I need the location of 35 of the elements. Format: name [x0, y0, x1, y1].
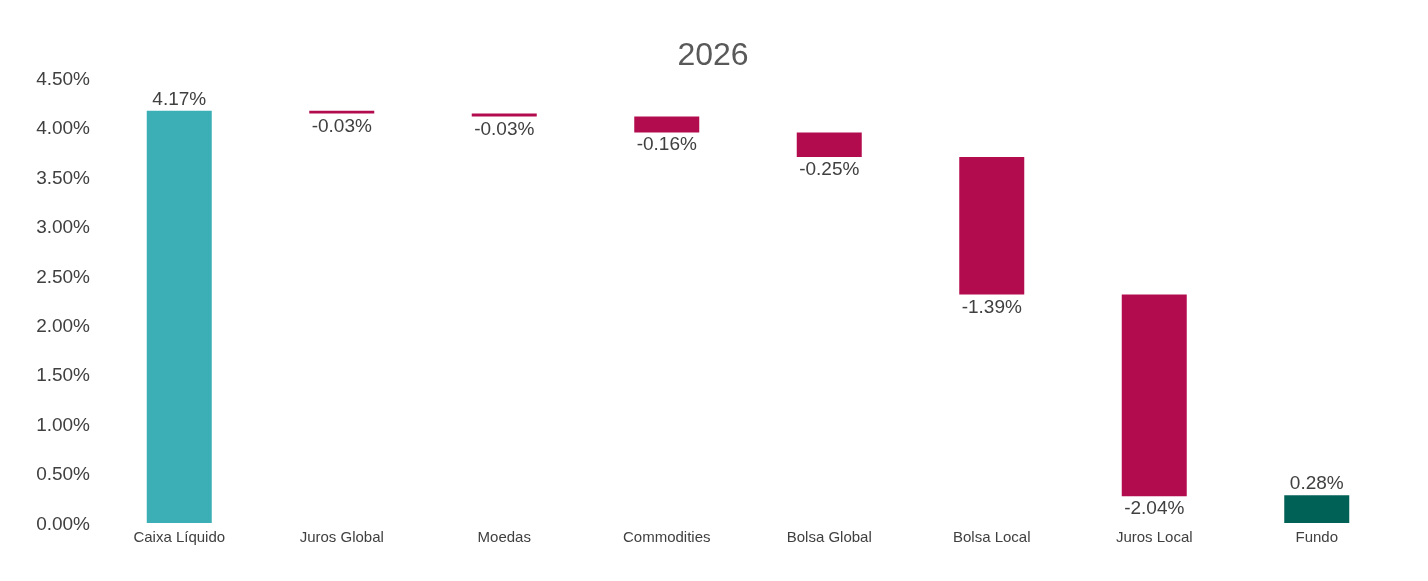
bar	[634, 116, 700, 133]
x-tick-label: Moedas	[477, 527, 531, 545]
data-label: -0.25%	[799, 158, 860, 180]
x-tick-label: Commodities	[622, 527, 711, 545]
y-tick-label: 2.50%	[36, 265, 91, 287]
x-tick-label: Bolsa Local	[952, 527, 1031, 545]
data-label: -0.03%	[474, 117, 535, 139]
bar	[309, 110, 375, 114]
bar	[1121, 294, 1187, 497]
bar	[471, 113, 537, 117]
x-tick-label: Juros Global	[299, 527, 384, 545]
y-tick-label: 0.50%	[36, 463, 91, 485]
x-tick-label: Fundo	[1295, 527, 1339, 545]
bar	[146, 110, 212, 523]
y-tick-label: 4.50%	[36, 67, 91, 89]
chart-title: 2026	[677, 36, 749, 72]
data-label: -0.03%	[311, 114, 372, 136]
y-tick-label: 3.00%	[36, 216, 91, 238]
bar	[1284, 495, 1350, 523]
y-tick-label: 3.50%	[36, 166, 91, 188]
data-label: 4.17%	[152, 87, 207, 109]
bar	[959, 157, 1025, 295]
x-tick-label: Caixa Líquido	[133, 527, 226, 545]
y-tick-label: 2.00%	[36, 314, 91, 336]
data-label: 0.28%	[1289, 472, 1344, 494]
y-tick-label: 0.00%	[36, 512, 91, 534]
y-tick-label: 4.00%	[36, 117, 91, 139]
x-tick-label: Juros Local	[1115, 527, 1193, 545]
data-label: -2.04%	[1124, 497, 1185, 519]
bar	[796, 132, 862, 158]
y-tick-label: 1.50%	[36, 364, 91, 386]
y-tick-label: 1.00%	[36, 413, 91, 435]
x-tick-label: Bolsa Global	[786, 527, 872, 545]
data-label: -1.39%	[961, 295, 1022, 317]
data-label: -0.16%	[636, 133, 697, 155]
